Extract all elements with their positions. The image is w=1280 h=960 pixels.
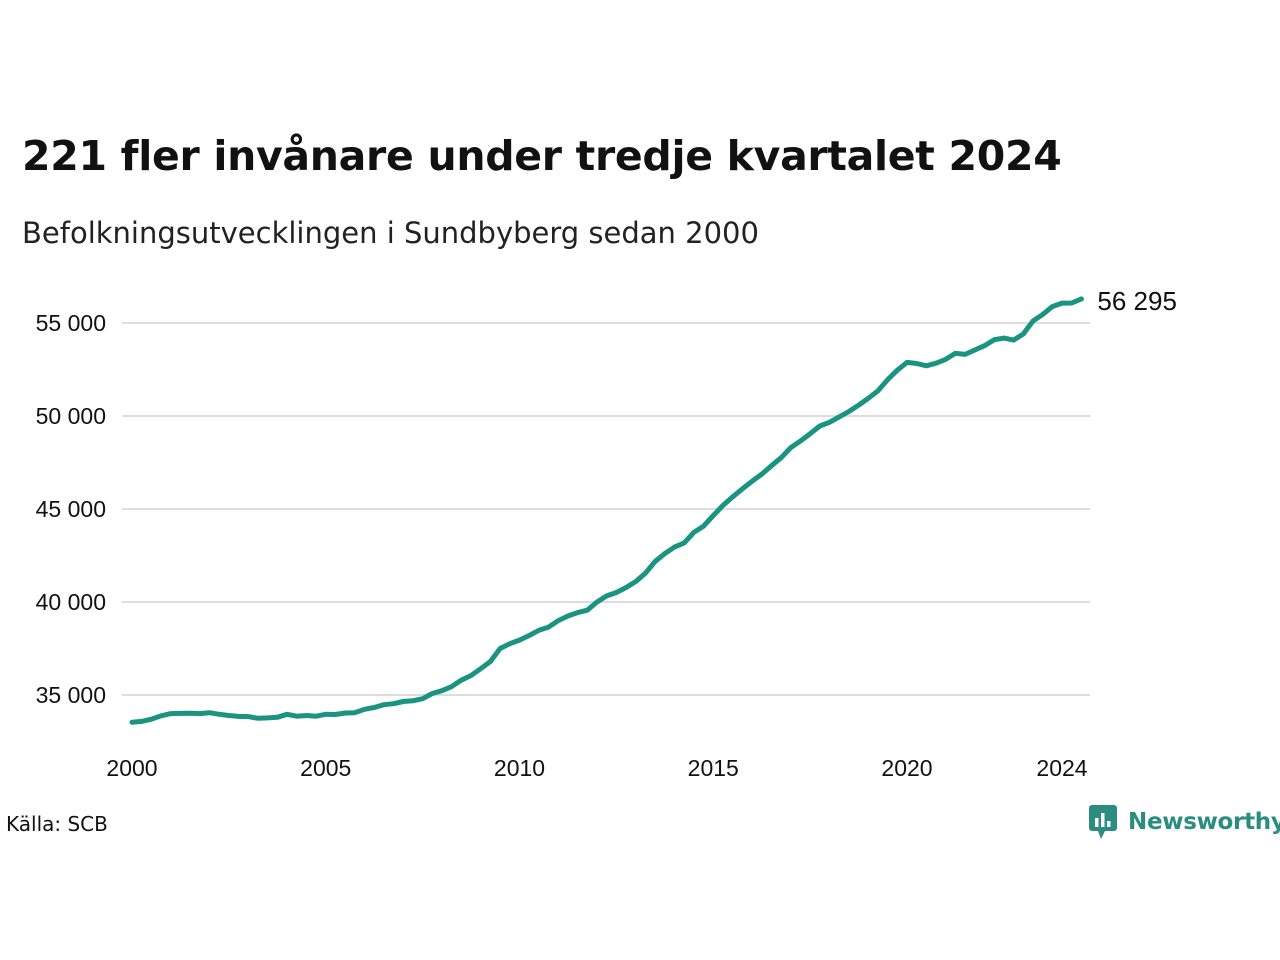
x-tick-label: 2000 xyxy=(106,755,157,781)
newsworthy-logo-icon xyxy=(1089,805,1117,839)
brand-name: Newsworthy xyxy=(1128,809,1280,835)
brand-logo[interactable]: Newsworthy xyxy=(1088,804,1280,840)
y-axis-ticks: 35 000 40 000 45 000 50 000 55 000 xyxy=(36,310,106,708)
series-line xyxy=(129,296,1084,725)
end-value-label: 56 295 xyxy=(1097,286,1177,316)
x-tick-label: 2015 xyxy=(688,755,739,781)
source-note: Källa: SCB xyxy=(6,812,108,836)
y-tick-label: 50 000 xyxy=(36,403,106,429)
x-tick-label: 2020 xyxy=(881,755,932,781)
x-axis-ticks: 2000 2005 2010 2015 2020 2024 xyxy=(106,755,1087,781)
x-tick-label: 2024 xyxy=(1036,755,1087,781)
gridlines xyxy=(122,322,1090,696)
y-tick-label: 35 000 xyxy=(36,682,106,708)
y-tick-label: 40 000 xyxy=(36,589,106,615)
chart-subtitle: Befolkningsutvecklingen i Sundbyberg sed… xyxy=(22,216,759,250)
y-tick-label: 45 000 xyxy=(36,496,106,522)
chart-title: 221 fler invånare under tredje kvartalet… xyxy=(22,132,1062,180)
series-population xyxy=(129,296,1084,725)
y-tick-label: 55 000 xyxy=(36,310,106,336)
x-tick-label: 2010 xyxy=(494,755,545,781)
x-tick-label: 2005 xyxy=(300,755,351,781)
